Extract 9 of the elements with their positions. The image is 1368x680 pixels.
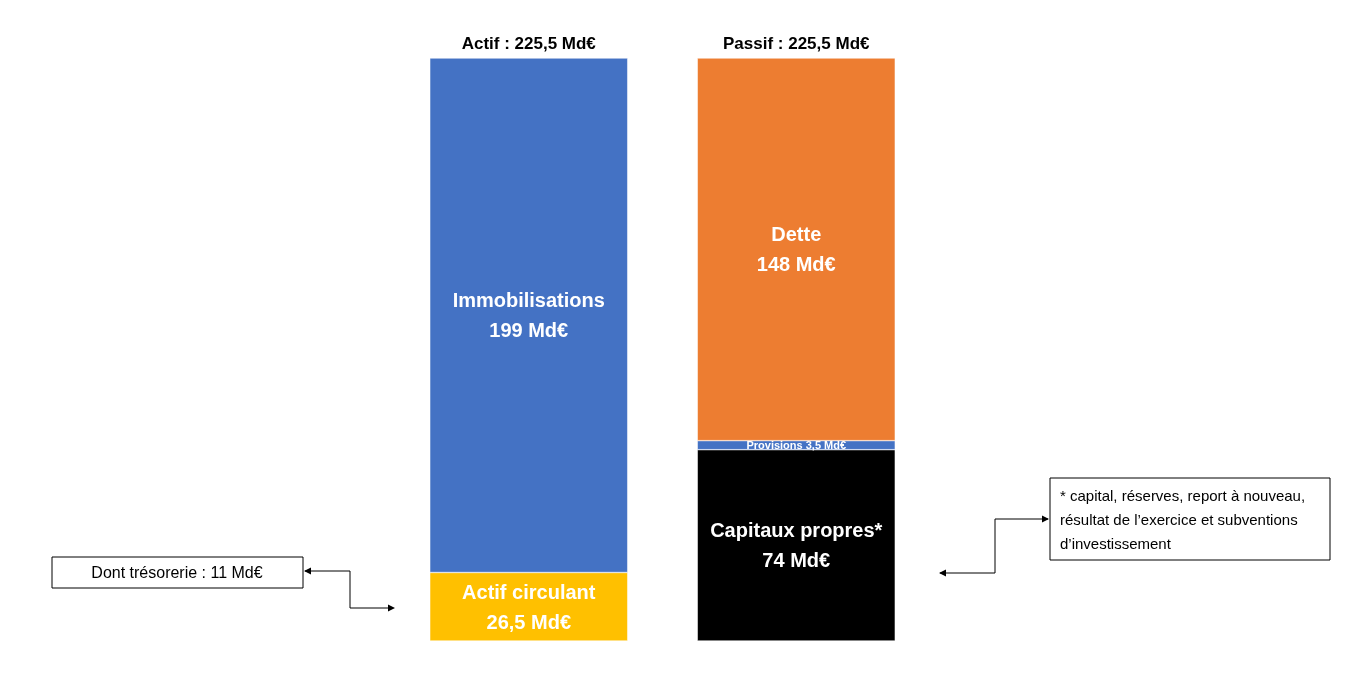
x-tick-label: Passif : 225,5 Md€ <box>723 34 871 53</box>
data-label: Dette 148 Md€ <box>756 223 836 276</box>
data-label: Capitaux propres* 74 Md€ <box>710 519 883 572</box>
x-tick-label: Actif : 225,5 Md€ <box>461 34 597 53</box>
data-label: Immobilisations 199 Md€ <box>452 289 605 342</box>
data-label: Provisions 3,5 Md€ <box>746 439 847 452</box>
text: Dont trésorerie : 11 Md€ <box>91 563 263 581</box>
data-label: Actif circulant 26,5 Md€ <box>462 580 596 633</box>
text: * capital, réserves, report à nouveau, résultat de l’exercice et subventions d’investissement <box>1060 486 1310 552</box>
